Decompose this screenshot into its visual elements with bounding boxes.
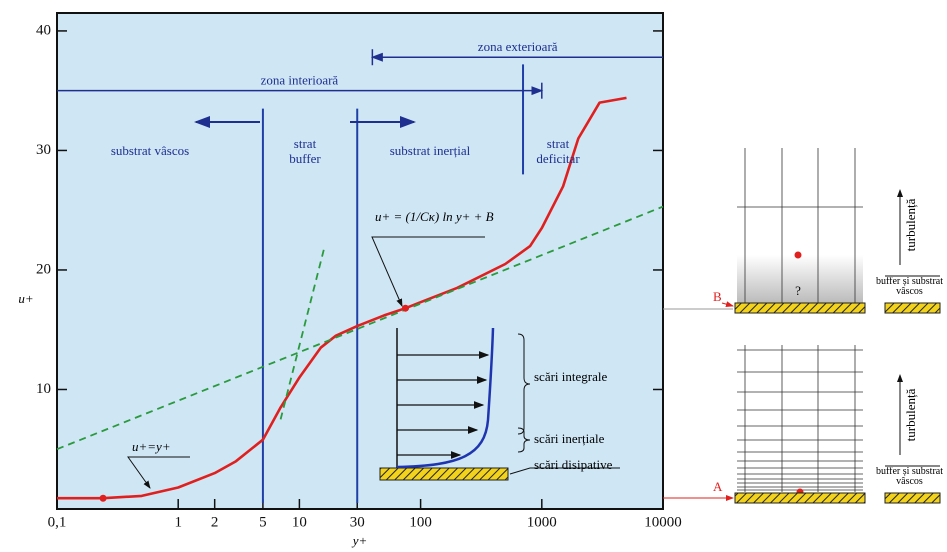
plot-background: [56, 12, 664, 510]
inset: scări integrale scări inerțiale scări di…: [379, 327, 620, 481]
side-label: turbulență: [903, 388, 918, 441]
point: [99, 494, 107, 502]
x-tick-label: 1: [174, 514, 182, 530]
side-diagram: ? turbulență turbulență buffer și substr…: [663, 148, 944, 504]
leader: [127, 456, 190, 489]
marker-label: A: [713, 479, 723, 494]
plot-area: 0,1 1 2 5 10 30 100 1000 10000 10 20 30 40 zona inter…: [36, 12, 682, 530]
x-tick-label: 2: [211, 514, 219, 530]
x-tick-label: 10: [292, 514, 307, 530]
side-label: buffer și substrat vâscos: [875, 277, 944, 297]
series-line: [56, 205, 664, 451]
side-label: turbulență: [903, 198, 918, 251]
y-tick-label: 30: [36, 142, 51, 158]
y-tick-label: 10: [36, 381, 51, 397]
x-tick-label: 5: [259, 514, 267, 530]
series-line: [279, 248, 325, 420]
x-tick-label: 10000: [644, 514, 682, 530]
marker-label: B: [713, 289, 722, 304]
zone-label: zona interioară: [261, 73, 339, 88]
x-tick-label: 30: [350, 514, 365, 530]
region-label: substrat inerțial: [390, 143, 471, 158]
x-tick-label: 0,1: [48, 514, 67, 530]
zone-label: zona exterioară: [478, 39, 558, 54]
region-label: substrat vâscos: [111, 143, 189, 158]
inset-label: scări integrale: [534, 369, 607, 384]
y-axis-label: u+: [18, 291, 33, 306]
region-label: strat: [547, 136, 570, 151]
point: [401, 304, 409, 312]
formula: u+ = (1/Cκ) ln y+ + B: [375, 209, 494, 224]
inset-label: scări disipative: [534, 457, 613, 472]
x-tick-label: 1000: [527, 514, 557, 530]
leader: [371, 236, 485, 307]
y-tick-label: 20: [36, 261, 51, 277]
region-label: strat: [294, 136, 317, 151]
side-label: buffer și substrat vâscos: [875, 467, 944, 487]
series-line: [57, 96, 627, 500]
region-label: buffer: [289, 151, 321, 166]
x-tick-label: 100: [409, 514, 432, 530]
x-axis-label: y+: [351, 533, 368, 548]
y-tick-label: 40: [36, 22, 51, 38]
unknown-mark: ?: [795, 283, 801, 298]
inset-label: scări inerțiale: [534, 431, 605, 446]
region-label: deficitar: [536, 151, 580, 166]
formula: u+=y+: [132, 439, 171, 454]
region-labels: substrat vâscos strat buffer substrat in…: [111, 136, 580, 166]
